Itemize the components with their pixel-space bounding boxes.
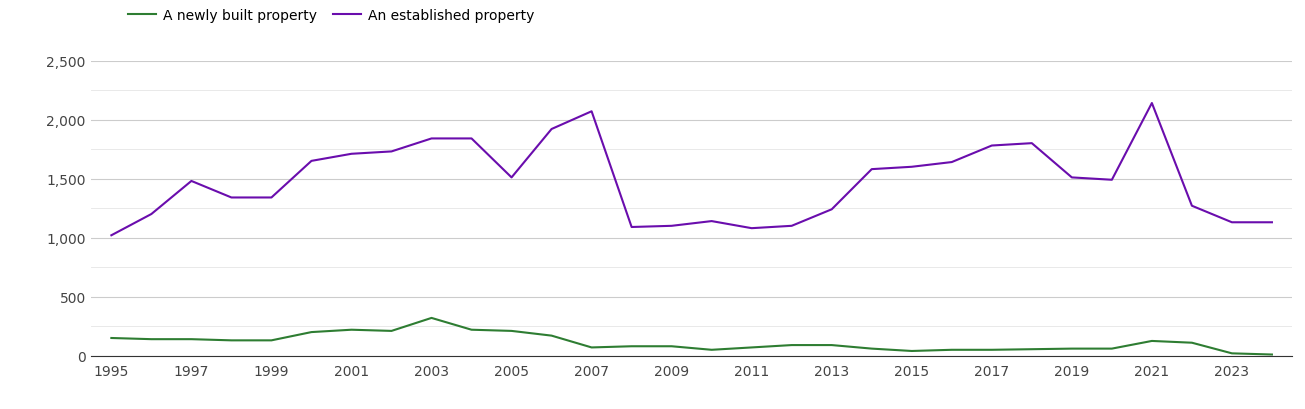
A newly built property bbox=[103, 336, 119, 341]
An established property bbox=[984, 144, 1000, 148]
A newly built property bbox=[1265, 352, 1280, 357]
A newly built property bbox=[1024, 347, 1040, 352]
An established property bbox=[784, 224, 800, 229]
A newly built property bbox=[544, 333, 560, 338]
An established property bbox=[664, 224, 680, 229]
A newly built property bbox=[504, 329, 519, 334]
An established property bbox=[384, 150, 399, 155]
Legend: A newly built property, An established property: A newly built property, An established p… bbox=[123, 4, 540, 29]
A newly built property bbox=[784, 343, 800, 348]
An established property bbox=[1024, 142, 1040, 146]
A newly built property bbox=[944, 348, 959, 353]
A newly built property bbox=[904, 348, 920, 353]
An established property bbox=[944, 160, 959, 165]
An established property bbox=[304, 159, 320, 164]
An established property bbox=[103, 233, 119, 238]
An established property bbox=[624, 225, 639, 230]
A newly built property bbox=[144, 337, 159, 342]
A newly built property bbox=[1064, 346, 1079, 351]
A newly built property bbox=[343, 328, 359, 333]
A newly built property bbox=[304, 330, 320, 335]
A newly built property bbox=[384, 329, 399, 334]
An established property bbox=[703, 219, 719, 224]
An established property bbox=[343, 152, 359, 157]
An established property bbox=[744, 226, 760, 231]
A newly built property bbox=[1184, 340, 1199, 345]
Line: An established property: An established property bbox=[111, 104, 1272, 236]
A newly built property bbox=[424, 316, 440, 321]
An established property bbox=[264, 196, 279, 200]
An established property bbox=[904, 165, 920, 170]
A newly built property bbox=[223, 338, 239, 343]
A newly built property bbox=[1104, 346, 1120, 351]
An established property bbox=[823, 207, 839, 212]
An established property bbox=[1265, 220, 1280, 225]
An established property bbox=[223, 196, 239, 200]
An established property bbox=[864, 167, 880, 172]
An established property bbox=[1064, 175, 1079, 180]
An established property bbox=[583, 110, 599, 115]
A newly built property bbox=[264, 338, 279, 343]
A newly built property bbox=[984, 348, 1000, 353]
A newly built property bbox=[624, 344, 639, 349]
A newly built property bbox=[1144, 339, 1160, 344]
A newly built property bbox=[184, 337, 200, 342]
A newly built property bbox=[664, 344, 680, 349]
An established property bbox=[184, 179, 200, 184]
Line: A newly built property: A newly built property bbox=[111, 318, 1272, 355]
An established property bbox=[544, 127, 560, 132]
An established property bbox=[1104, 178, 1120, 183]
An established property bbox=[504, 175, 519, 180]
A newly built property bbox=[864, 346, 880, 351]
An established property bbox=[424, 137, 440, 142]
A newly built property bbox=[823, 343, 839, 348]
An established property bbox=[1144, 101, 1160, 106]
A newly built property bbox=[583, 345, 599, 350]
A newly built property bbox=[744, 345, 760, 350]
A newly built property bbox=[463, 328, 479, 333]
An established property bbox=[463, 137, 479, 142]
An established property bbox=[144, 212, 159, 217]
An established property bbox=[1224, 220, 1240, 225]
A newly built property bbox=[1224, 351, 1240, 356]
A newly built property bbox=[703, 348, 719, 353]
An established property bbox=[1184, 204, 1199, 209]
